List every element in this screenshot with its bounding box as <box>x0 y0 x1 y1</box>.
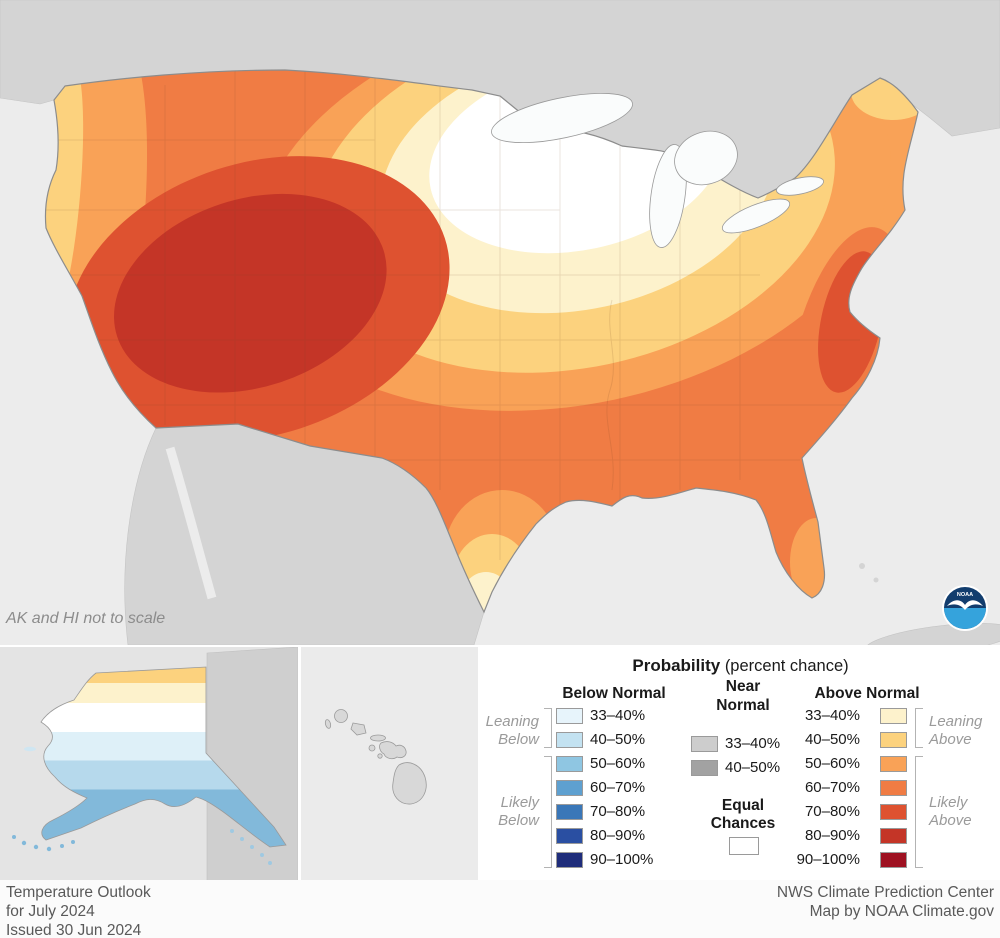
legend-swatch <box>880 827 907 844</box>
legend-row-above-5: 70–80% <box>768 803 907 820</box>
legend-label: 70–80% <box>590 803 646 820</box>
likely-above-bracket <box>915 756 923 868</box>
panhandle-islands <box>230 829 272 865</box>
legend-label: 40–50% <box>725 759 781 776</box>
legend-row-above-2: 40–50% <box>768 731 907 748</box>
legend-row-below-3: 50–60% <box>556 755 645 772</box>
legend-swatch <box>556 755 583 772</box>
legend-title-rest: (percent chance) <box>724 657 849 675</box>
legend-title: Probability (percent chance) <box>481 656 1000 676</box>
st-lawrence-island <box>24 746 36 752</box>
footer-issued: Issued 30 Jun 2024 <box>6 922 142 938</box>
footer-right: NWS Climate Prediction Center Map by NOA… <box>777 883 994 921</box>
legend-swatch <box>691 759 718 776</box>
legend-label: 50–60% <box>804 755 860 772</box>
legend-label: 70–80% <box>804 803 860 820</box>
footer-title: Temperature Outlook <box>6 884 151 901</box>
legend-row-above-6: 80–90% <box>768 827 907 844</box>
legend-row-below-2: 40–50% <box>556 731 645 748</box>
footer-source: NWS Climate Prediction Center <box>776 884 994 901</box>
legend-label: 90–100% <box>796 851 860 868</box>
legend-label: 33–40% <box>725 735 781 752</box>
scale-note: AK and HI not to scale <box>6 610 166 627</box>
likely-above-annotation: Likely Above <box>929 794 972 829</box>
leaning-below-annotation: Leaning Below <box>485 713 539 748</box>
great-lakes <box>491 92 824 248</box>
state-borders <box>46 70 860 560</box>
legend-label: 80–90% <box>590 827 646 844</box>
bahamas-island <box>859 563 865 569</box>
likely-below-bracket <box>544 756 552 868</box>
legend-label: 90–100% <box>590 851 654 868</box>
legend-row-above-7: 90–100% <box>768 851 907 868</box>
legend-label: 50–60% <box>590 755 646 772</box>
legend-label: 33–40% <box>590 707 646 724</box>
conus-map-section: AK and HI not to scale NOAA <box>0 0 1000 657</box>
legend-swatch <box>880 803 907 820</box>
legend-label: 40–50% <box>590 731 646 748</box>
legend-label: 80–90% <box>804 827 860 844</box>
gulf-of-california <box>165 446 217 600</box>
legend-row-above-4: 60–70% <box>768 779 907 796</box>
hawaiian-islands <box>324 709 427 805</box>
legend-swatch <box>880 755 907 772</box>
legend-swatch <box>880 707 907 724</box>
legend-swatch <box>880 851 907 868</box>
below-normal-header: Below Normal <box>562 685 666 702</box>
noaa-logo-text: NOAA <box>957 592 973 598</box>
legend-row-below-1: 33–40% <box>556 707 645 724</box>
footer-period: for July 2024 <box>6 903 95 920</box>
aleutian-islands <box>12 835 75 852</box>
footer: Temperature Outlook for July 2024 Issued… <box>0 880 1000 938</box>
legend-label: 60–70% <box>804 779 860 796</box>
legend-swatch <box>556 779 583 796</box>
noaa-logo-icon: NOAA <box>942 585 988 631</box>
legend-swatch <box>556 851 583 868</box>
legend-swatch <box>691 735 718 752</box>
alaska-inset <box>0 646 301 883</box>
likely-below-annotation: Likely Below <box>498 794 539 829</box>
alaska-map <box>0 646 299 883</box>
leaning-above-annotation: Leaning Above <box>929 713 983 748</box>
legend-swatch <box>880 731 907 748</box>
legend-label: 40–50% <box>804 731 860 748</box>
bottom-row: Probability (percent chance) Below Norma… <box>0 645 1000 883</box>
legend-row-above-1: 33–40% <box>768 707 907 724</box>
legend-row-below-4: 60–70% <box>556 779 645 796</box>
legend-row-below-5: 70–80% <box>556 803 645 820</box>
leaning-below-bracket <box>544 708 552 748</box>
alaska-landmass <box>40 666 287 848</box>
legend-swatch <box>880 779 907 796</box>
legend-row-near-1: 33–40% <box>691 735 780 752</box>
legend-row-below-6: 80–90% <box>556 827 645 844</box>
footer-credit: Map by NOAA Climate.gov <box>809 903 994 920</box>
equal-chances-label: Equal <box>721 797 765 814</box>
legend-row-near-2: 40–50% <box>691 759 780 776</box>
bahamas-island <box>873 577 879 583</box>
legend-title-bold: Probability <box>632 656 721 675</box>
conus-map <box>0 0 1000 657</box>
legend-label: 33–40% <box>804 707 860 724</box>
legend-label: 60–70% <box>590 779 646 796</box>
legend-swatch <box>556 731 583 748</box>
equal-chances-label: Chances <box>710 815 776 832</box>
near-normal-header: Near Normal <box>716 678 770 714</box>
legend-swatch <box>556 707 583 724</box>
equal-chances-swatch <box>729 837 759 855</box>
leaning-above-bracket <box>915 708 923 748</box>
legend-swatch <box>556 803 583 820</box>
legend-panel: Probability (percent chance) Below Norma… <box>481 647 1000 880</box>
above-normal-header: Above Normal <box>814 685 920 702</box>
footer-left: Temperature Outlook for July 2024 Issued… <box>6 883 151 938</box>
legend-swatch <box>556 827 583 844</box>
legend-row-below-7: 90–100% <box>556 851 653 868</box>
legend-row-above-3: 50–60% <box>768 755 907 772</box>
hawaii-inset <box>301 647 481 882</box>
hawaii-map <box>301 647 478 882</box>
